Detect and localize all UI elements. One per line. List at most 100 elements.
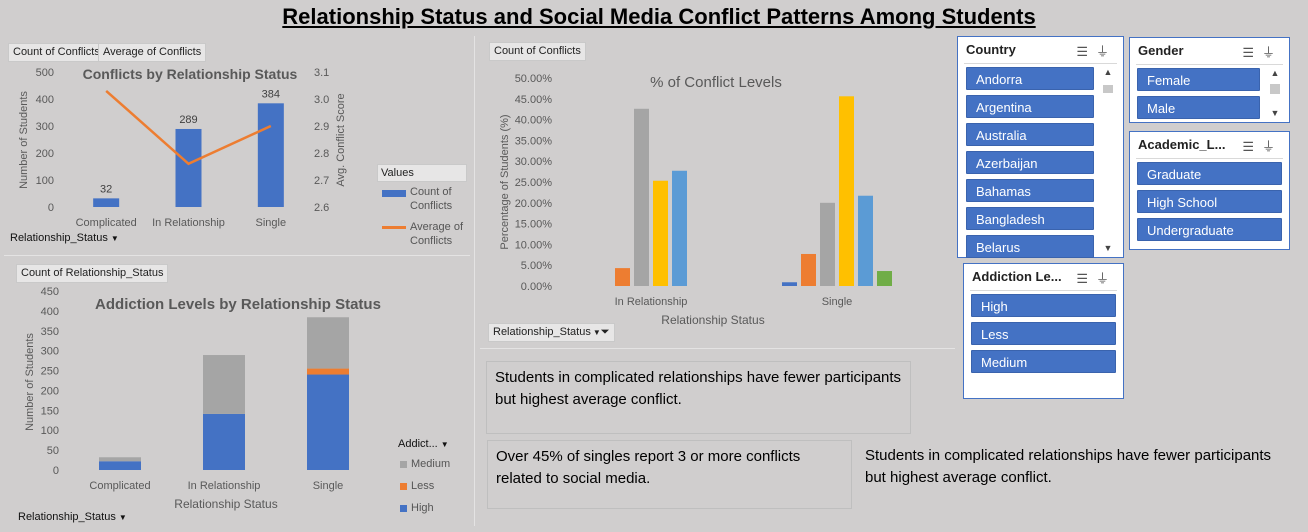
x-tick-label: Complicated — [89, 480, 150, 492]
multi-select-icon[interactable]: ☰ — [1076, 271, 1096, 286]
clear-filter-icon[interactable]: ⏚ — [1261, 45, 1283, 60]
slicer-scrollbar[interactable]: ▲ ▼ — [1101, 67, 1115, 253]
bar-conflict-level — [801, 253, 816, 286]
multi-select-icon[interactable]: ☰ — [1076, 44, 1096, 59]
field-button-count-of-conflicts[interactable]: Count of Conflicts — [489, 42, 586, 61]
y-tick-label: 50 — [47, 445, 59, 457]
y-tick-label: 5.00% — [521, 260, 552, 272]
y-axis-label: Percentage of Students (%) — [499, 114, 511, 249]
bar-conflict-level — [634, 108, 649, 286]
bar-conflict-level — [782, 282, 797, 286]
slicer-item-bahamas[interactable]: Bahamas — [966, 179, 1094, 202]
slicer-item-belarus[interactable]: Belarus — [966, 235, 1094, 258]
x-tick-label: Single — [822, 296, 853, 308]
slicer-item-undergraduate[interactable]: Undergraduate — [1137, 218, 1282, 241]
slicer-header: Country — [966, 42, 1016, 57]
panel-divider — [480, 348, 955, 349]
clear-filter-icon[interactable]: ⏚ — [1095, 44, 1117, 59]
slicer-scrollbar[interactable]: ▲ ▼ — [1268, 68, 1282, 118]
y2-tick-label: 2.8 — [314, 148, 329, 160]
y-tick-label: 0 — [53, 465, 59, 477]
y-tick-label: 20.00% — [515, 198, 553, 210]
chart-title: Conflicts by Relationship Status — [83, 66, 298, 82]
bar-segment-high — [203, 413, 245, 470]
slicer-item-male[interactable]: Male — [1137, 96, 1260, 119]
insight-box-complicated[interactable]: Students in complicated relationships ha… — [486, 361, 911, 434]
slicer-divider — [1136, 158, 1283, 159]
field-button-count-of-relationship-status[interactable]: Count of Relationship_Status — [16, 264, 169, 283]
country-slicer[interactable]: Country ☰⏚ Andorra Argentina Australia Azer… — [957, 36, 1124, 258]
dashboard-title: Relationship Status and Social Media Con… — [282, 4, 1036, 29]
slicer-item-bangladesh[interactable]: Bangladesh — [966, 207, 1094, 230]
bar-conflict-level — [672, 170, 687, 286]
data-label: 384 — [262, 88, 280, 100]
chart-title: % of Conflict Levels — [650, 74, 782, 91]
legend-label-high: High — [411, 502, 434, 514]
slicer-header: Academic_L... — [1138, 137, 1226, 152]
slicer-divider — [964, 63, 1117, 64]
relationship-status-filter-dropdown[interactable]: Relationship_Status ▼⏷ — [488, 323, 615, 342]
field-dropdown-label: Relationship_Status — [18, 511, 116, 523]
slicer-divider — [1136, 64, 1283, 65]
academic-level-slicer[interactable]: Academic_L... ☰⏚ Graduate High School Unde… — [1129, 131, 1290, 250]
filter-icon: ⏷ — [600, 326, 610, 338]
y-tick-label: 450 — [41, 286, 59, 298]
conflicts-legend: Values Count of Conflicts Average of Con… — [377, 164, 467, 248]
slicer-header: Addiction Le... — [972, 269, 1062, 284]
legend-label-medium: Medium — [411, 458, 451, 470]
data-label: 32 — [100, 183, 112, 195]
y-tick-label: 30.00% — [515, 156, 553, 168]
addiction-level-slicer[interactable]: Addiction Le... ☰⏚ High Less Medium — [963, 263, 1124, 399]
slicer-item-andorra[interactable]: Andorra — [966, 67, 1094, 90]
bar-conflict-level — [615, 268, 630, 286]
field-button-average-of-conflicts[interactable]: Average of Conflicts — [98, 43, 207, 62]
multi-select-icon[interactable]: ☰ — [1242, 45, 1262, 60]
relationship-status-field-dropdown[interactable]: Relationship_Status ▼ — [18, 511, 127, 523]
slicer-item-graduate[interactable]: Graduate — [1137, 162, 1282, 185]
y-tick-label: 25.00% — [515, 177, 553, 189]
y-tick-label: 0.00% — [521, 281, 552, 293]
x-axis-label: Relationship Status — [174, 497, 277, 511]
y-tick-label: 500 — [36, 67, 54, 79]
slicer-item-less[interactable]: Less — [971, 322, 1116, 345]
multi-select-icon[interactable]: ☰ — [1242, 139, 1262, 154]
bar-conflict-level — [820, 202, 835, 286]
gender-slicer[interactable]: Gender ☰⏚ Female Male ▲ ▼ — [1129, 37, 1290, 123]
y-tick-label: 300 — [41, 346, 59, 358]
y-tick-label: 350 — [41, 326, 59, 338]
scroll-thumb[interactable] — [1103, 85, 1113, 93]
slicer-item-argentina[interactable]: Argentina — [966, 95, 1094, 118]
addiction-field-dropdown[interactable]: Addict... ▼ — [398, 438, 449, 450]
bar-conflict-level — [858, 195, 873, 286]
slicer-item-azerbaijan[interactable]: Azerbaijan — [966, 151, 1094, 174]
relationship-status-field-dropdown[interactable]: Relationship_Status ▼ — [10, 232, 119, 244]
slicer-item-female[interactable]: Female — [1137, 68, 1260, 91]
legend-swatch-high — [400, 505, 407, 512]
panel-divider — [474, 36, 475, 526]
field-button-count-of-conflicts[interactable]: Count of Conflicts — [8, 43, 105, 62]
slicer-item-australia[interactable]: Australia — [966, 123, 1094, 146]
y-tick-label: 45.00% — [515, 94, 553, 106]
legend-swatch-less — [400, 483, 407, 490]
dropdown-arrow-icon: ▼ — [592, 328, 601, 337]
scroll-thumb[interactable] — [1270, 84, 1280, 94]
y-tick-label: 200 — [36, 148, 54, 160]
x-axis-label: Relationship Status — [661, 313, 764, 327]
insight-box-singles[interactable]: Over 45% of singles report 3 or more con… — [487, 440, 852, 509]
y-axis-label: Number of Students — [18, 91, 30, 189]
legend-label-less: Less — [411, 480, 435, 492]
scroll-up-icon[interactable]: ▲ — [1270, 68, 1280, 78]
scroll-down-icon[interactable]: ▼ — [1103, 243, 1113, 253]
slicer-item-high-school[interactable]: High School — [1137, 190, 1282, 213]
conflict-levels-chart-plot: % of Conflict Levels 0.00% 5.00% 10.00% 15.0… — [499, 73, 892, 327]
x-tick-label: Single — [313, 480, 344, 492]
slicer-item-medium[interactable]: Medium — [971, 350, 1116, 373]
scroll-down-icon[interactable]: ▼ — [1270, 108, 1280, 118]
clear-filter-icon[interactable]: ⏚ — [1261, 139, 1283, 154]
chart-title: Addiction Levels by Relationship Status — [95, 296, 381, 313]
scroll-up-icon[interactable]: ▲ — [1103, 67, 1113, 77]
slicer-item-high[interactable]: High — [971, 294, 1116, 317]
clear-filter-icon[interactable]: ⏚ — [1095, 271, 1117, 286]
bar-segment-high — [99, 461, 141, 470]
field-dropdown-label: Addict... — [398, 438, 438, 450]
